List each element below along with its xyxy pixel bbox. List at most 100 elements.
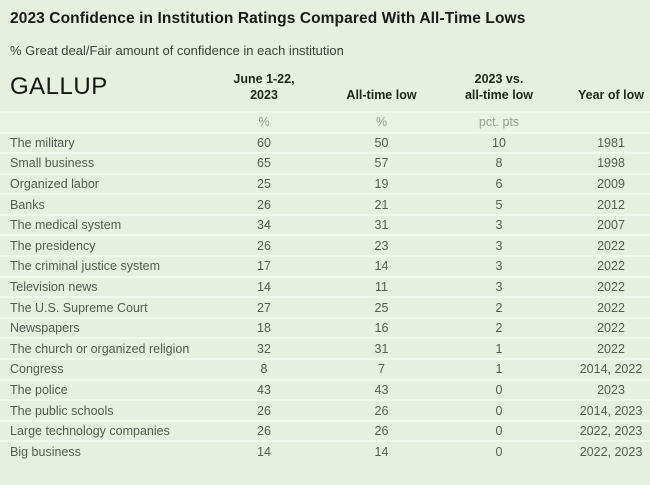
year-of-low-value: 2012 [597,197,625,212]
year-of-low-value: 2022, 2023 [579,424,643,439]
year-of-low-value: 2014, 2023 [579,403,643,418]
institution-label: Small business [10,156,95,171]
current-value: 18 [257,321,271,336]
year-of-low-value: 2009 [597,176,625,191]
table-row: Small business 65 57 8 1998 [0,152,650,173]
all-time-low-value: 14 [374,444,389,459]
unit-percent-current: % [258,115,270,129]
diff-value: 6 [495,176,503,191]
current-value: 14 [257,279,271,294]
page-subtitle: % Great deal/Fair amount of confidence i… [10,43,344,58]
table-row: The criminal justice system 17 14 3 2022 [0,255,650,276]
year-of-low-value: 2022 [597,259,625,274]
current-value: 26 [257,197,271,212]
institution-label: Newspapers [10,321,80,336]
current-value: 60 [257,135,271,150]
year-of-low-value: 1998 [597,156,625,171]
diff-value: 0 [495,403,503,418]
column-header-current: June 1-22, 2023 [205,71,323,104]
all-time-low-value: 19 [374,176,389,191]
institution-label: The criminal justice system [10,259,161,274]
page-title: 2023 Confidence in Institution Ratings C… [10,10,526,27]
column-header-diff-line1: 2023 vs. [474,72,524,86]
column-header-year-of-low-label: Year of low [578,88,644,103]
table-row: The military 60 50 10 1981 [0,131,650,153]
all-time-low-value: 57 [374,156,389,171]
year-of-low-value: 1981 [597,135,625,150]
table-row: Large technology companies 26 26 0 2022, 202… [0,419,650,441]
column-header-year-of-low: Year of low [558,87,650,103]
institution-label: The military [10,135,75,150]
unit-percent-all-time-low: % [375,115,388,129]
current-value: 8 [260,362,268,377]
all-time-low-value: 50 [374,135,389,150]
all-time-low-value: 43 [374,382,389,397]
institution-label: Big business [10,444,81,459]
column-header-all-time-low-label: All-time low [346,88,417,103]
all-time-low-value: 23 [374,238,389,253]
diff-value: 1 [495,362,503,377]
diff-value: 1 [495,341,503,356]
institution-label: Banks [10,197,45,212]
current-value: 26 [257,403,271,418]
year-of-low-value: 2023 [597,382,625,397]
table-row: Big business 14 14 0 2022, 2023 [0,440,650,461]
diff-value: 3 [495,259,503,274]
institution-label: The police [10,382,68,397]
year-of-low-value: 2007 [597,218,625,233]
diff-value: 2 [495,321,503,336]
table-row: Newspapers 18 16 2 2022 [0,316,650,338]
all-time-low-value: 31 [374,341,389,356]
all-time-low-value: 25 [374,300,389,315]
all-time-low-value: 14 [374,259,389,274]
diff-value: 8 [495,156,503,171]
table-row: Congress 8 7 1 2014, 2022 [0,358,650,379]
current-value: 32 [257,341,271,356]
current-value: 17 [257,259,271,274]
year-of-low-value: 2022 [597,341,625,356]
year-of-low-value: 2022 [597,238,625,253]
column-header-current-line2: 2023 [250,88,278,103]
diff-value: 0 [495,382,503,397]
current-value: 34 [257,218,271,233]
all-time-low-value: 11 [375,279,388,294]
diff-value: 0 [495,444,503,459]
institution-label: The presidency [10,238,96,253]
diff-value: 3 [495,238,503,253]
gallup-logo: GALLUP [10,73,108,101]
current-value: 26 [257,424,271,439]
current-value: 27 [257,300,271,315]
institution-label: The U.S. Supreme Court [10,300,148,315]
table-row: The police 43 43 0 2023 [0,378,650,400]
all-time-low-value: 26 [374,403,389,418]
current-value: 26 [257,238,271,253]
current-value: 43 [257,382,271,397]
table-row: Organized labor 25 19 6 2009 [0,172,650,194]
current-value: 14 [257,444,271,459]
year-of-low-value: 2014, 2022 [579,362,643,377]
current-value: 65 [257,156,271,171]
year-of-low-value: 2022 [597,300,625,315]
year-of-low-value: 2022, 2023 [579,444,643,459]
column-header-diff: 2023 vs. all-time low [440,71,558,104]
all-time-low-value: 26 [374,424,389,439]
institution-label: The public schools [10,403,114,418]
institution-label: Large technology companies [10,424,170,439]
current-value: 25 [257,176,271,191]
table-row: The medical system 34 31 3 2007 [0,213,650,235]
all-time-low-value: 16 [374,321,389,336]
year-of-low-value: 2022 [597,321,625,336]
table-row: Banks 26 21 5 2012 [0,193,650,214]
column-header-diff-line2: all-time low [464,88,534,103]
all-time-low-value: 21 [374,197,389,212]
table-row: The public schools 26 26 0 2014, 2023 [0,399,650,420]
table-body: The military 60 50 10 1981 Small business 65 57… [0,131,650,462]
unit-pct-pts: pct. pts [478,115,520,129]
column-header-all-time-low: All-time low [323,87,440,103]
year-of-low-value: 2022 [597,279,625,294]
institution-label: Congress [10,362,64,377]
institution-label: Television news [10,279,98,294]
diff-value: 3 [495,279,503,294]
all-time-low-value: 31 [374,218,389,233]
all-time-low-value: 7 [378,362,385,377]
